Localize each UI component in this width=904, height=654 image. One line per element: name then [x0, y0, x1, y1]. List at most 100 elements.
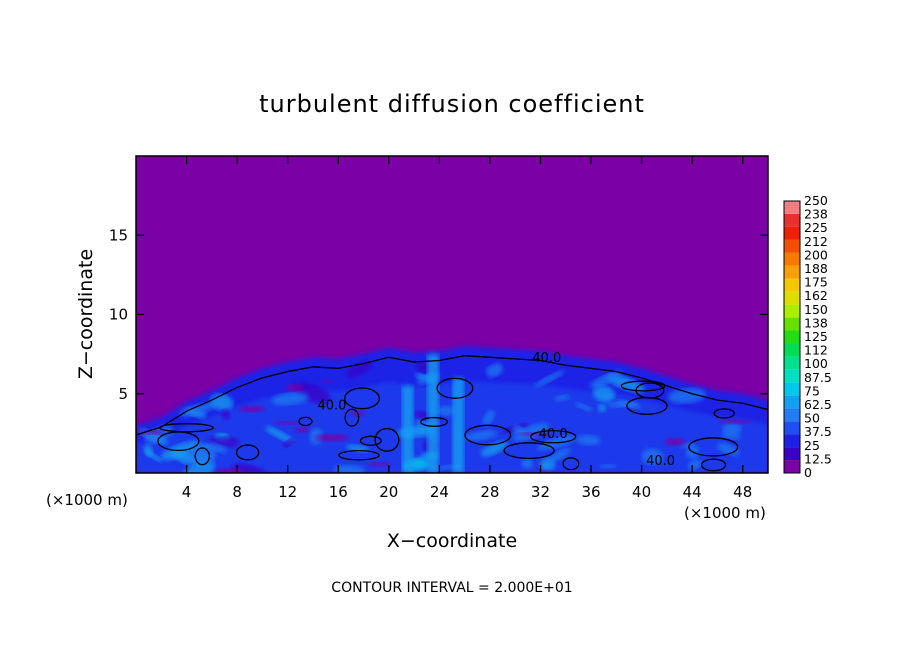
turbulent-eddy	[606, 401, 638, 408]
colorbar-label: 188	[804, 261, 828, 276]
turbulent-eddy	[521, 458, 533, 469]
colorbar-label: 62.5	[804, 397, 832, 412]
turbulent-eddy	[548, 447, 571, 463]
colorbar-cell	[784, 213, 800, 227]
contour-labels: 40.0 40.0 40.0 40.0	[317, 351, 675, 469]
colorbar-label: 125	[804, 329, 828, 344]
colorbar-label: 75	[804, 383, 820, 398]
x-tick-label: 32	[531, 483, 550, 501]
x-axis-label: X−coordinate	[387, 530, 517, 552]
quiet-pocket	[214, 467, 245, 473]
contour-line	[235, 444, 260, 461]
colorbar-cell	[784, 356, 800, 370]
colorbar-label: 112	[804, 343, 828, 358]
colorbar-cell	[784, 278, 800, 292]
turbulent-eddy	[221, 408, 231, 421]
colorbar-cell	[784, 291, 800, 305]
contour-line	[713, 408, 735, 419]
contour-line	[298, 416, 313, 427]
y-tick-label: 15	[109, 226, 128, 244]
x-tick-label: 48	[733, 483, 752, 501]
y-tick-label: 5	[118, 385, 128, 403]
turbulent-eddy	[282, 439, 294, 448]
contour-line	[464, 424, 512, 446]
contour-line	[359, 435, 382, 446]
colorbar-cell	[784, 201, 800, 214]
turbulent-eddy	[190, 465, 208, 471]
turbulent-eddy	[346, 361, 372, 378]
contour-label: 40.0	[539, 427, 568, 442]
x-axis-ticks: 4 8 12 16 20 24 28 32 36 40 44 48	[182, 156, 752, 501]
colorbar: 012.52537.55062.57587.510011212513815016…	[783, 193, 832, 480]
colorbar-frame	[783, 200, 801, 474]
contour-line	[344, 408, 360, 427]
contour-lines	[136, 355, 768, 472]
turbulent-eddy	[179, 402, 215, 417]
contour-line	[562, 457, 580, 471]
turbulent-eddy	[589, 370, 623, 389]
contour-line	[503, 442, 555, 460]
turbulent-eddy	[597, 403, 607, 413]
colorbar-cell	[784, 395, 800, 409]
contour-label: 40.0	[317, 399, 346, 414]
updraft-column	[427, 354, 440, 473]
turbulent-eddy	[438, 405, 455, 416]
x-tick-label: 8	[232, 483, 242, 501]
colorbar-cell	[784, 317, 800, 331]
turbulent-eddy	[533, 370, 565, 388]
quiet-pocket	[238, 405, 265, 413]
colorbar-cell	[784, 252, 800, 266]
quiet-pocket	[717, 419, 752, 424]
colorbar-label: 200	[804, 247, 828, 262]
contour-line	[374, 427, 400, 452]
contour-line	[529, 429, 577, 444]
x-tick-label: 20	[379, 483, 398, 501]
updraft-column	[452, 377, 465, 473]
plot-area	[136, 156, 768, 473]
x-tick-label: 36	[581, 483, 600, 501]
turbulent-eddy	[599, 464, 617, 469]
quiet-pocket	[664, 437, 686, 446]
colorbar-label: 87.5	[804, 370, 832, 385]
colorbar-label: 175	[804, 275, 828, 290]
colorbar-cell	[784, 330, 800, 344]
colorbar-cell	[784, 304, 800, 318]
turbulent-eddy	[206, 442, 228, 454]
colorbar-cell	[784, 447, 800, 461]
x-tick-label: 40	[632, 483, 651, 501]
turbulent-eddy	[482, 410, 495, 426]
contour-line	[344, 387, 380, 410]
x-tick-label: 28	[480, 483, 499, 501]
colorbar-cell	[784, 239, 800, 253]
turbulent-eddy	[574, 402, 593, 412]
x-tick-label: 44	[683, 483, 702, 501]
turbulent-eddy	[265, 426, 294, 443]
contour-label: 40.0	[646, 454, 675, 469]
contour-label: 40.0	[532, 351, 561, 366]
turbulent-eddy	[576, 434, 601, 446]
y-axis-ticks: 5 10 15	[109, 226, 768, 403]
turbulent-eddy	[641, 448, 664, 466]
quiet-pocket	[285, 384, 304, 392]
contour-line	[688, 437, 739, 457]
quiet-pocket	[137, 429, 165, 435]
turbulent-eddy	[667, 388, 706, 404]
turbulent-eddy	[271, 392, 309, 406]
colorbar-label: 250	[804, 193, 828, 208]
turbulent-eddy	[687, 459, 702, 471]
colorbar-label: 0	[804, 465, 812, 480]
x-tick-label: 24	[430, 483, 449, 501]
colorbar-cell	[784, 369, 800, 383]
quiet-pocket	[295, 426, 310, 433]
quiet-pocket	[314, 434, 349, 442]
colorbar-label: 100	[804, 356, 828, 371]
turbulent-eddy	[480, 440, 508, 457]
updraft-column	[401, 385, 414, 473]
turbulent-eddy	[513, 423, 550, 442]
contour-line	[158, 423, 214, 433]
contour-line	[338, 449, 380, 461]
colorbar-label: 37.5	[804, 424, 832, 439]
contour-line-outer	[136, 355, 768, 436]
turbulent-eddy	[593, 385, 616, 403]
